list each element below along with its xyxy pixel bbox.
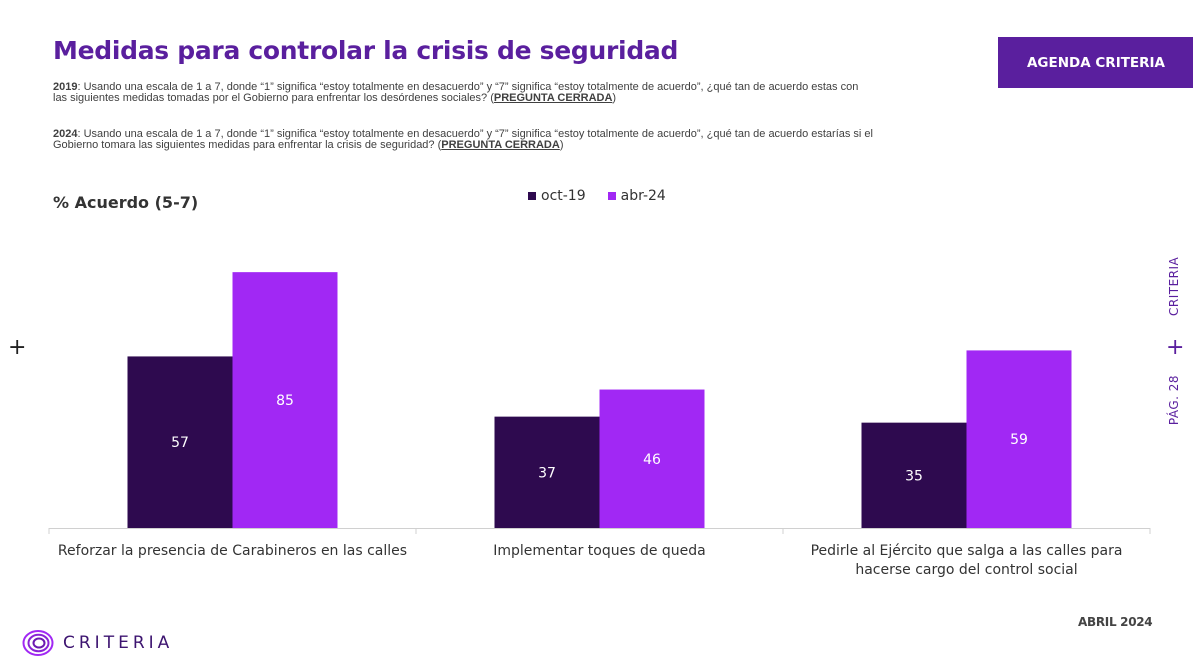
question-2019: 2019: Usando una escala de 1 a 7, donde … [53,81,873,104]
question-text: : Usando una escala de 1 a 7, donde “1” … [53,128,873,151]
data-label: 35 [905,468,923,484]
data-label: 85 [276,393,294,409]
data-label: 59 [1010,432,1028,448]
question-text: : Usando una escala de 1 a 7, donde “1” … [53,81,859,104]
logo-text: CRITERIA [63,633,174,653]
bar-abr-24-2 [966,350,1072,528]
plus-icon: + [8,335,27,360]
page-title: Medidas para controlar la crisis de segu… [53,36,679,65]
footer-date: ABRIL 2024 [1078,615,1153,629]
bar-oct-19-1 [494,416,600,528]
data-label: 37 [538,465,556,481]
criteria-spiral-icon [22,630,54,656]
category-label: Pedirle al Ejército que salga a las call… [811,543,1123,559]
bar-oct-19-2 [861,422,967,528]
legend-label-oct19: oct-19 [541,188,586,204]
question-year: 2019 [53,81,78,93]
legend-swatch-abr24 [607,192,616,200]
page-number: PÁG. 28 [1167,374,1181,426]
legend-label-abr24: abr-24 [620,188,666,204]
question-tag: PREGUNTA CERRADA [493,91,613,104]
legend-swatch-oct19 [528,192,536,200]
chart-subtitle: % Acuerdo (5-7) [53,193,199,212]
category-label: hacerse cargo del control social [855,562,1077,578]
agenda-badge: AGENDA CRITERIA [998,37,1193,88]
bar-abr-24-0 [232,272,338,528]
plus-icon: + [1166,335,1185,360]
question-close: ) [612,91,617,104]
side-brand-label: CRITERIA [1167,256,1181,316]
data-label: 46 [643,452,661,468]
bar-abr-24-1 [599,389,705,528]
chart-legend: oct-19 abr-24 [528,188,666,204]
legend-item-oct19: oct-19 [528,188,586,204]
category-label: Reforzar la presencia de Carabineros en … [58,543,407,559]
question-year: 2024 [53,128,78,140]
question-2024: 2024: Usando una escala de 1 a 7, donde … [53,128,873,151]
question-tag: PREGUNTA CERRADA [441,138,560,151]
question-close: ) [559,138,564,151]
criteria-logo: CRITERIA [22,629,173,657]
legend-item-abr24: abr-24 [607,188,666,204]
data-label: 57 [171,435,189,451]
bar-oct-19-0 [127,356,233,528]
category-label: Implementar toques de queda [493,543,706,559]
